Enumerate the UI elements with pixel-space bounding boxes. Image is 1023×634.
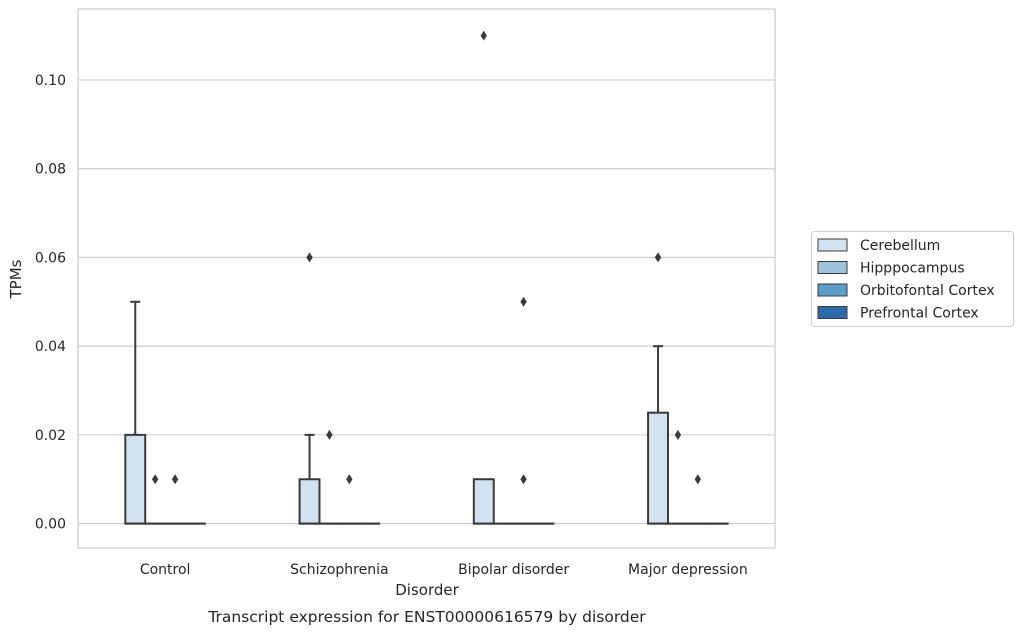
legend-item: Prefrontal Cortex — [817, 306, 979, 322]
box-body — [472, 478, 495, 525]
y-tick-labels: 0.00 0.02 0.04 0.06 0.08 0.10 — [35, 73, 66, 533]
y-tick-label: 0.10 — [35, 73, 66, 89]
box-1-1 — [318, 429, 341, 525]
box-2-0 — [472, 30, 495, 525]
legend-item: Cerebellum — [817, 238, 940, 254]
legend-swatch — [817, 283, 848, 297]
outlier-point — [171, 474, 179, 485]
y-tick-label: 0.00 — [35, 517, 66, 533]
x-tick-labels: Control Schizophrenia Bipolar disorder Majo… — [140, 562, 748, 578]
outlier-point — [326, 429, 333, 440]
box-plot-marks — [124, 30, 729, 525]
box-0-1 — [144, 474, 167, 525]
box-1-2 — [338, 474, 361, 525]
x-axis-label: Disorder — [395, 581, 459, 599]
box-1-0 — [298, 252, 321, 525]
outlier-point — [520, 296, 527, 307]
box-3-2 — [686, 474, 709, 525]
y-tick-label: 0.04 — [35, 339, 66, 355]
x-tick-label: Control — [140, 562, 191, 578]
legend: Cerebellum Hipppocampus Orbitofontal Corte… — [811, 231, 1014, 327]
y-tick-label: 0.02 — [35, 428, 66, 444]
y-tick-label: 0.06 — [35, 250, 66, 266]
x-tick-label: Bipolar disorder — [458, 562, 569, 578]
x-tick-label: Schizophrenia — [290, 562, 388, 578]
outlier-point — [480, 30, 487, 41]
chart-caption: Transcript expression for ENST0000061657… — [207, 608, 646, 626]
legend-item: Hipppocampus — [817, 261, 965, 277]
box-body — [298, 478, 321, 525]
outlier-point — [674, 429, 682, 440]
y-tick-label: 0.08 — [35, 162, 66, 178]
outlier-point — [151, 474, 159, 485]
y-axis-label: TPMs — [7, 259, 25, 299]
gridlines — [78, 79, 775, 525]
box-body — [647, 411, 669, 525]
legend-label: Orbitofontal Cortex — [860, 283, 995, 299]
outlier-point — [694, 474, 702, 485]
box-2-2 — [512, 296, 535, 525]
legend-frame — [811, 231, 1014, 327]
box-body — [124, 433, 147, 525]
legend-swatch — [817, 306, 848, 319]
legend-item: Orbitofontal Cortex — [817, 283, 995, 299]
outlier-point — [654, 252, 662, 263]
outlier-point — [346, 474, 353, 485]
legend-label: Cerebellum — [860, 238, 940, 254]
box-3-1 — [666, 429, 689, 525]
outlier-point — [306, 252, 313, 263]
x-tick-label: Major depression — [628, 562, 748, 578]
legend-label: Prefrontal Cortex — [860, 306, 979, 322]
box-0-2 — [164, 474, 187, 525]
box-3-0 — [647, 252, 669, 525]
plot-frame — [77, 8, 776, 549]
legend-swatch — [817, 261, 848, 274]
legend-swatch — [817, 238, 848, 252]
box-0-0 — [124, 300, 147, 525]
legend-label: Hipppocampus — [860, 261, 965, 277]
outlier-point — [520, 474, 527, 485]
